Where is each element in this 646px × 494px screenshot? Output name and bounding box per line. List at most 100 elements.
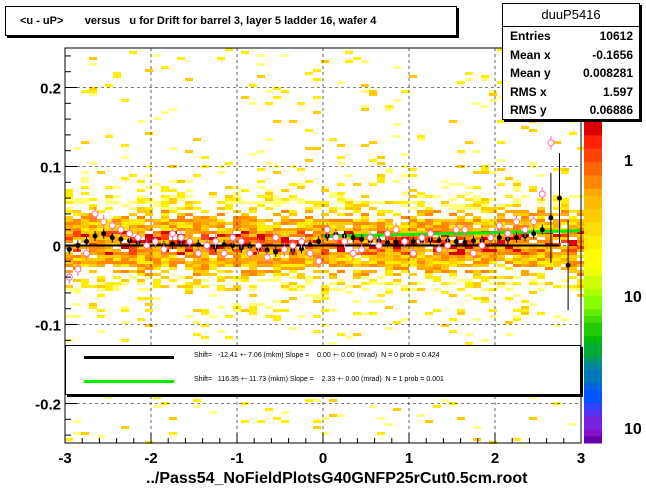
pink-point xyxy=(160,245,168,253)
heat-cell xyxy=(513,438,521,441)
heat-cell xyxy=(121,309,129,312)
heat-cell xyxy=(489,99,497,102)
heat-cell xyxy=(465,243,473,246)
heat-cell xyxy=(329,231,337,234)
heat-cell xyxy=(473,264,481,267)
heat-cell xyxy=(297,273,305,276)
heat-cell xyxy=(457,216,465,219)
heat-cell xyxy=(153,273,161,276)
heat-cell xyxy=(65,222,73,225)
heat-cell xyxy=(361,216,369,219)
heat-cell xyxy=(241,420,249,423)
heat-cell xyxy=(361,270,369,273)
heat-cell xyxy=(177,180,185,183)
heat-cell xyxy=(121,252,129,255)
heat-cell xyxy=(137,318,145,321)
heat-cell xyxy=(393,273,401,276)
heat-cell xyxy=(121,243,129,246)
heat-cell xyxy=(137,243,145,246)
pink-point xyxy=(100,218,108,226)
heat-cell xyxy=(201,234,209,237)
heat-cell xyxy=(473,243,481,246)
heat-cell xyxy=(257,201,265,204)
heat-cell xyxy=(457,417,465,420)
heat-cell xyxy=(193,333,201,336)
palette-cell xyxy=(584,436,602,444)
heat-cell xyxy=(217,201,225,204)
heat-cell xyxy=(401,258,409,261)
heat-cell xyxy=(193,264,201,267)
heat-cell xyxy=(185,231,193,234)
heat-cell xyxy=(569,249,577,252)
heat-cell xyxy=(569,225,577,228)
heat-cell xyxy=(385,201,393,204)
heat-cell xyxy=(377,258,385,261)
heat-cell xyxy=(449,225,457,228)
heat-cell xyxy=(497,81,505,84)
heat-cell xyxy=(457,243,465,246)
heat-cell xyxy=(569,258,577,261)
heat-cell xyxy=(161,216,169,219)
heat-cell xyxy=(89,246,97,249)
heat-cell xyxy=(537,243,545,246)
heat-cell xyxy=(489,315,497,318)
heat-cell xyxy=(425,213,433,216)
heat-cell xyxy=(465,192,473,195)
heat-cell xyxy=(225,315,233,318)
heat-cell xyxy=(97,171,105,174)
palette-cell xyxy=(584,148,602,156)
heat-cell xyxy=(441,237,449,240)
heat-cell xyxy=(513,276,521,279)
heat-cell xyxy=(257,258,265,261)
heat-cell xyxy=(265,198,273,201)
heat-cell xyxy=(401,285,409,288)
heat-cell xyxy=(561,279,569,282)
heat-cell xyxy=(473,318,481,321)
heat-cell xyxy=(537,288,545,291)
heat-cell xyxy=(353,261,361,264)
heat-cell xyxy=(105,219,113,222)
heat-cell xyxy=(569,222,577,225)
heat-cell xyxy=(377,432,385,435)
heat-cell xyxy=(129,255,137,258)
heat-cell xyxy=(393,321,401,324)
heat-cell xyxy=(129,219,137,222)
heat-cell xyxy=(297,261,305,264)
heat-cell xyxy=(225,201,233,204)
heat-cell xyxy=(473,249,481,252)
heat-cell xyxy=(121,426,129,429)
heat-cell xyxy=(393,408,401,411)
heat-cell xyxy=(161,285,169,288)
heat-cell xyxy=(537,240,545,243)
pink-point xyxy=(418,234,426,242)
heat-cell xyxy=(257,303,265,306)
heat-cell xyxy=(161,195,169,198)
heat-cell xyxy=(249,243,257,246)
heat-cell xyxy=(185,252,193,255)
heat-cell xyxy=(121,264,129,267)
heat-cell xyxy=(505,240,513,243)
heat-cell xyxy=(321,258,329,261)
heat-cell xyxy=(553,225,561,228)
heat-cell xyxy=(529,186,537,189)
heat-cell xyxy=(361,255,369,258)
heat-cell xyxy=(73,228,81,231)
heat-cell xyxy=(417,219,425,222)
heat-cell xyxy=(353,240,361,243)
heat-cell xyxy=(209,264,217,267)
heat-cell xyxy=(137,201,145,204)
heat-cell xyxy=(241,237,249,240)
heat-cell xyxy=(321,270,329,273)
heat-cell xyxy=(457,222,465,225)
heat-cell xyxy=(489,252,497,255)
heat-cell xyxy=(409,225,417,228)
heat-cell xyxy=(257,180,265,183)
heat-cell xyxy=(177,198,185,201)
heat-cell xyxy=(545,252,553,255)
heat-cell xyxy=(89,252,97,255)
heat-cell xyxy=(353,201,361,204)
heat-cell xyxy=(353,300,361,303)
heat-cell xyxy=(345,261,353,264)
heat-cell xyxy=(105,246,113,249)
heat-cell xyxy=(113,237,121,240)
